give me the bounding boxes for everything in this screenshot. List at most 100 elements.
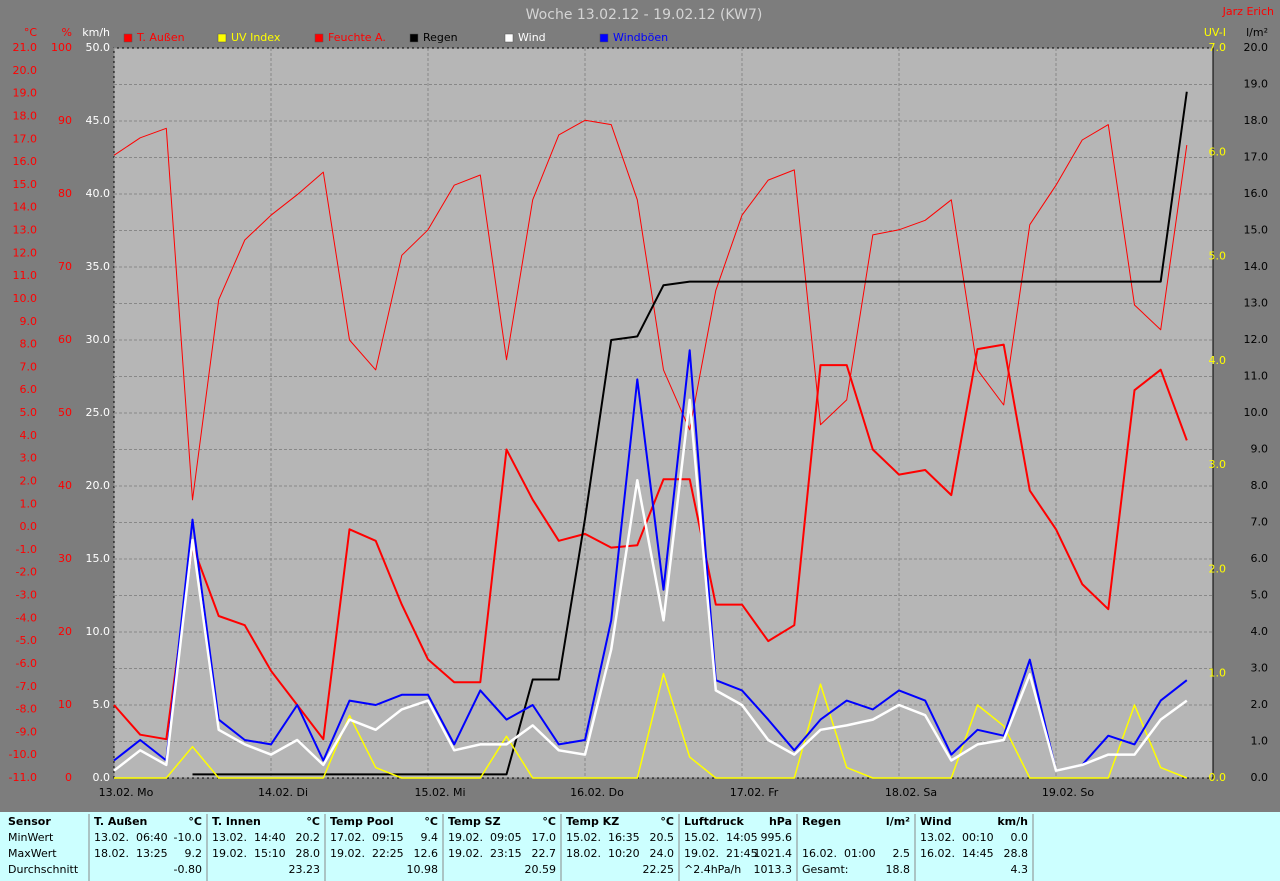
y-tick-label: 3.0 <box>1209 458 1227 471</box>
y-tick-label: 0 <box>65 771 72 784</box>
stats-background <box>0 812 1280 881</box>
axis-unit: km/h <box>82 26 110 39</box>
stat-time: 18.02. 13:25 <box>94 847 168 860</box>
y-tick-label: 13.0 <box>13 224 38 237</box>
sensor-name: Regen <box>802 815 841 828</box>
y-tick-label: 25.0 <box>86 406 111 419</box>
stat-time: 13.02. 06:40 <box>94 831 168 844</box>
stat-time: 15.02. 16:35 <box>566 831 640 844</box>
stat-time: 18.02. 10:20 <box>566 847 640 860</box>
y-tick-label: 1.0 <box>1209 667 1227 680</box>
y-tick-label: 30.0 <box>86 333 111 346</box>
sensor-unit: °C <box>306 815 320 828</box>
stat-time: 13.02. 00:10 <box>920 831 994 844</box>
stat-value: -10.0 <box>174 831 202 844</box>
stat-value: 28.8 <box>1004 847 1029 860</box>
stat-value: 2.5 <box>893 847 911 860</box>
stat-value: 4.3 <box>1011 863 1029 876</box>
y-tick-label: 0.0 <box>1209 771 1227 784</box>
y-tick-label: 18.0 <box>13 109 38 122</box>
y-tick-label: 12.0 <box>1244 333 1269 346</box>
y-tick-label: 19.0 <box>13 87 38 100</box>
row-label: Sensor <box>8 815 51 828</box>
y-tick-label: 60 <box>58 333 72 346</box>
y-tick-label: 40.0 <box>86 187 111 200</box>
sensor-unit: °C <box>542 815 556 828</box>
y-tick-label: 10.0 <box>1244 406 1269 419</box>
stat-value: 18.8 <box>886 863 911 876</box>
stat-value: 24.0 <box>650 847 675 860</box>
legend-marker <box>314 33 324 43</box>
y-tick-label: 8.0 <box>1251 479 1269 492</box>
y-tick-label: 0.0 <box>93 771 111 784</box>
y-tick-label: -1.0 <box>16 543 37 556</box>
stat-value: 9.2 <box>185 847 203 860</box>
y-tick-label: 2.0 <box>1251 698 1269 711</box>
sensor-unit: l/m² <box>886 815 910 828</box>
series-line <box>113 398 1188 772</box>
series-line <box>114 672 1188 779</box>
y-tick-label: 5.0 <box>1209 250 1227 263</box>
stat-time: 13.02. 14:40 <box>212 831 286 844</box>
y-tick-label: -5.0 <box>16 634 37 647</box>
y-tick-label: -8.0 <box>16 703 37 716</box>
sensor-name: T. Innen <box>212 815 261 828</box>
stat-value: 1021.4 <box>754 847 793 860</box>
y-tick-label: -6.0 <box>16 657 37 670</box>
stat-time: 19.02. 15:10 <box>212 847 286 860</box>
x-tick-label: 18.02. Sa <box>885 786 937 799</box>
y-tick-label: -11.0 <box>9 771 37 784</box>
stat-time: 16.02. 14:45 <box>920 847 994 860</box>
y-tick-label: 10.0 <box>13 292 38 305</box>
y-tick-label: 15.0 <box>86 552 111 565</box>
author: Jarz Erich <box>1222 5 1274 18</box>
legend-label: Wind <box>518 31 546 44</box>
y-tick-label: 7.0 <box>1209 41 1227 54</box>
y-tick-label: 9.0 <box>1251 443 1269 456</box>
sensor-unit: hPa <box>769 815 792 828</box>
x-tick-label: 13.02. Mo <box>99 786 154 799</box>
y-tick-label: -2.0 <box>16 566 37 579</box>
stat-value: 12.6 <box>414 847 439 860</box>
y-tick-label: 1.0 <box>1251 735 1269 748</box>
y-tick-label: 80 <box>58 187 72 200</box>
y-tick-label: 35.0 <box>86 260 111 273</box>
sensor-unit: km/h <box>997 815 1028 828</box>
y-tick-label: 10 <box>58 698 72 711</box>
stats-table: Sensor MinWert MaxWert Durchschnitt T. Außen… <box>8 814 1034 881</box>
y-tick-label: 20.0 <box>13 64 38 77</box>
y-tick-label: 3.0 <box>1251 662 1269 675</box>
sensor-unit: °C <box>188 815 202 828</box>
stat-value: 20.59 <box>525 863 557 876</box>
sensor-unit: °C <box>424 815 438 828</box>
x-tick-label: 15.02. Mi <box>414 786 465 799</box>
sensor-name: Temp Pool <box>330 815 394 828</box>
y-tick-label: 19.0 <box>1244 78 1269 91</box>
y-tick-label: 16.0 <box>1244 187 1269 200</box>
legend-marker <box>409 33 419 43</box>
legend-label: Windböen <box>613 31 668 44</box>
axis-unit: °C <box>24 26 38 39</box>
y-tick-label: -10.0 <box>9 748 37 761</box>
y-tick-label: 5.0 <box>20 406 38 419</box>
y-tick-label: -4.0 <box>16 611 37 624</box>
y-tick-label: 6.0 <box>1251 552 1269 565</box>
sensor-name: Temp SZ <box>448 815 501 828</box>
y-tick-label: -9.0 <box>16 725 37 738</box>
stat-value: 20.5 <box>650 831 675 844</box>
y-tick-label: 1.0 <box>20 497 38 510</box>
y-tick-label: 13.0 <box>1244 297 1269 310</box>
y-tick-label: 15.0 <box>13 178 38 191</box>
stat-value: 9.4 <box>421 831 439 844</box>
legend-label: T. Außen <box>136 31 185 44</box>
y-tick-label: -3.0 <box>16 589 37 602</box>
row-label: MinWert <box>8 831 54 844</box>
y-tick-label: 4.0 <box>20 429 38 442</box>
y-tick-label: 70 <box>58 260 72 273</box>
stat-time: 19.02. 09:05 <box>448 831 522 844</box>
series-line <box>113 343 1188 741</box>
y-tick-label: 0.0 <box>20 520 38 533</box>
y-tick-label: 20 <box>58 625 72 638</box>
stat-value: 22.25 <box>643 863 675 876</box>
